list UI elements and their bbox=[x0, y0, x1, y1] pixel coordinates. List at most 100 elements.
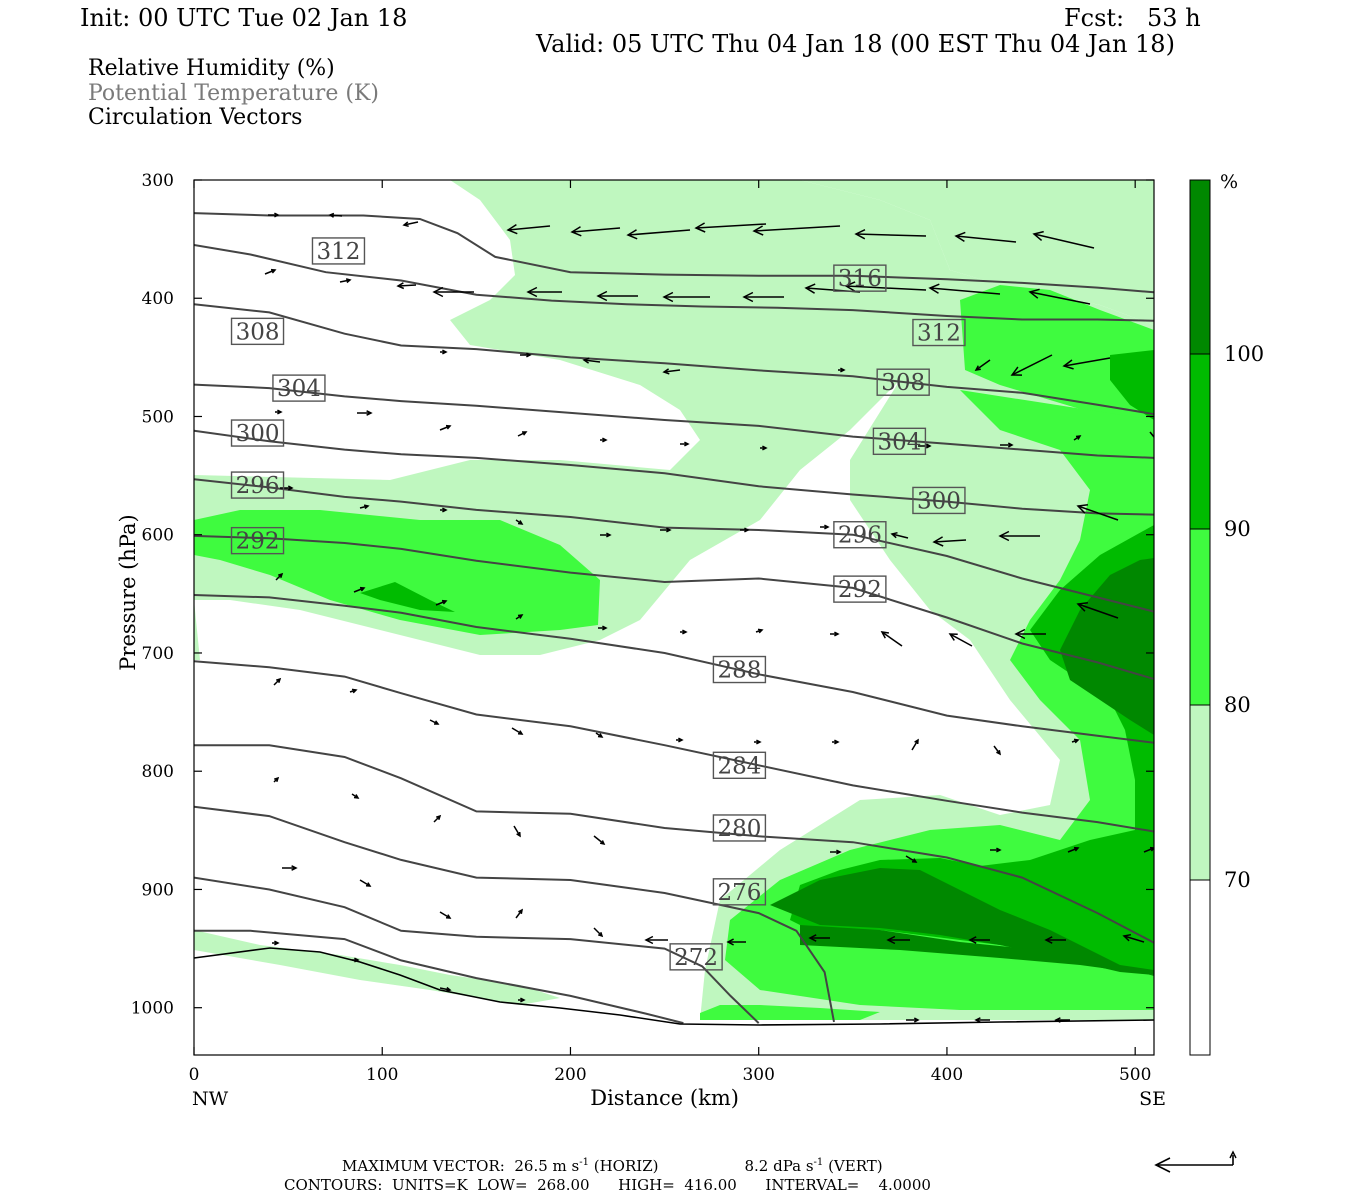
theta-description: Potential Temperature (K) bbox=[88, 81, 379, 106]
contour-label: 284 bbox=[717, 753, 761, 779]
vector-arrowhead bbox=[277, 409, 283, 415]
vector-arrowhead bbox=[996, 847, 1002, 853]
contour-label: 272 bbox=[674, 945, 718, 971]
vector-arrowhead bbox=[844, 281, 856, 292]
vector-arrow bbox=[435, 600, 447, 606]
vector-arrowhead bbox=[1076, 601, 1088, 612]
y-tick-label: 900 bbox=[142, 880, 174, 900]
vector-arrowhead bbox=[1075, 435, 1082, 440]
rh-colorbar: 70 80 90 100% bbox=[1189, 171, 1264, 1056]
contour-label-box bbox=[872, 427, 927, 456]
x-axis-label: Distance (km) bbox=[590, 1086, 739, 1110]
contour-label: 280 bbox=[717, 816, 761, 842]
rh-80-region-west bbox=[194, 510, 600, 635]
x-tick-label: 200 bbox=[554, 1065, 586, 1085]
vector-arrowhead bbox=[834, 631, 840, 637]
vector-arrowhead bbox=[742, 291, 754, 303]
vector-arrowhead bbox=[804, 283, 816, 294]
vector-arrowhead bbox=[840, 367, 846, 373]
vector-arrowhead bbox=[275, 677, 282, 684]
vector-arrowhead bbox=[363, 504, 370, 510]
vector-arrowhead bbox=[834, 739, 840, 745]
vector-arrow bbox=[339, 279, 351, 283]
vector-arrow bbox=[627, 229, 691, 236]
vector-arrowhead bbox=[890, 531, 898, 539]
contour-label: 300 bbox=[236, 421, 280, 447]
colorbar-segment bbox=[1189, 179, 1211, 355]
theta-contours bbox=[194, 212, 1154, 1025]
vector-arrowhead bbox=[1073, 846, 1080, 852]
vector-arrowhead bbox=[932, 536, 944, 547]
vector-arrowhead bbox=[274, 940, 280, 946]
colorbar-segment bbox=[1189, 353, 1211, 530]
theta-contour-line bbox=[194, 929, 684, 1025]
vector-arrowhead bbox=[273, 776, 280, 783]
vector-arrowhead bbox=[968, 936, 977, 944]
contour-label-box bbox=[712, 655, 767, 684]
vector-arrow bbox=[955, 235, 1017, 243]
max-vector-horiz: MAXIMUM VECTOR: 26.5 m s bbox=[342, 1157, 580, 1175]
contour-label-box bbox=[833, 264, 887, 292]
contour-label-box bbox=[712, 814, 767, 842]
vector-arrowhead bbox=[954, 231, 966, 243]
forecast-hour: Fcst: 53 h bbox=[1064, 4, 1201, 32]
contour-label-box bbox=[272, 374, 326, 402]
contour-labels: 312 316 308 308 312 304 304 300 300 296 296 292 292 2… bbox=[230, 237, 966, 971]
contour-label-box bbox=[833, 521, 887, 549]
theta-contour-line bbox=[194, 805, 835, 1023]
vector-arrow bbox=[1149, 431, 1154, 439]
vector-arrow bbox=[329, 214, 343, 217]
vector-arrowhead bbox=[270, 268, 277, 274]
vector-arrowhead bbox=[277, 572, 284, 579]
vector-arrowhead bbox=[1062, 359, 1074, 370]
colorbar-label: 70 bbox=[1224, 868, 1251, 892]
contour-label: 276 bbox=[717, 880, 761, 906]
vector-arrowhead bbox=[974, 365, 981, 371]
vector-arrowhead bbox=[396, 282, 405, 290]
vector-arrow bbox=[1123, 935, 1145, 943]
theta-contour-line bbox=[194, 212, 1154, 294]
theta-contour-line bbox=[194, 244, 1154, 322]
contour-label: 296 bbox=[838, 523, 882, 549]
vector-arrowhead bbox=[1149, 846, 1154, 852]
vector-arrowhead bbox=[442, 507, 448, 513]
vector-arrowhead bbox=[434, 720, 440, 725]
contour-label-box bbox=[230, 317, 285, 346]
contour-label-box bbox=[230, 419, 285, 447]
vectors-description: Circulation Vectors bbox=[88, 105, 303, 130]
vector-arrow bbox=[753, 225, 841, 232]
vector-arrowhead bbox=[445, 424, 452, 430]
vector-arrow bbox=[359, 879, 371, 887]
vector-arrowhead bbox=[606, 532, 612, 538]
vector-arrowhead bbox=[762, 445, 768, 451]
vector-arrow bbox=[439, 425, 451, 431]
vector-arrowhead bbox=[599, 840, 606, 846]
vector-arrowhead bbox=[506, 223, 518, 235]
theta-contour-line bbox=[194, 876, 760, 1024]
vector-arrow bbox=[891, 533, 909, 539]
colorbar-segment bbox=[1189, 528, 1211, 706]
vector-arrowhead bbox=[345, 278, 352, 284]
vector-arrowhead bbox=[366, 410, 373, 416]
max-vector-vert-exponent: -1 bbox=[813, 1157, 824, 1168]
vector-arrow bbox=[1143, 847, 1154, 853]
vector-arrowhead bbox=[678, 737, 684, 743]
theta-contour-line bbox=[194, 744, 1154, 944]
contour-label-box bbox=[912, 486, 966, 515]
vector-arrowhead bbox=[948, 633, 958, 641]
max-vector-horiz-unit: (HORIZ) bbox=[588, 1157, 659, 1175]
vector-arrowhead bbox=[914, 738, 919, 745]
rh-70-region-west-wedge bbox=[194, 600, 200, 660]
contour-label-box bbox=[876, 368, 930, 396]
axes: 300 400 500 600 700 800 900 1000 0 100 200 300 400 50… bbox=[116, 171, 1166, 1110]
contour-label-box bbox=[912, 318, 966, 347]
vector-arrowhead bbox=[662, 291, 674, 303]
init-time: Init: 00 UTC Tue 02 Jan 18 bbox=[80, 4, 408, 32]
vector-arrow bbox=[855, 233, 927, 237]
vector-arrow bbox=[583, 359, 601, 363]
vector-arrowhead bbox=[824, 524, 830, 530]
contour-label-box bbox=[712, 751, 767, 780]
contour-label-box bbox=[669, 943, 723, 971]
vector-arrow bbox=[403, 221, 419, 226]
